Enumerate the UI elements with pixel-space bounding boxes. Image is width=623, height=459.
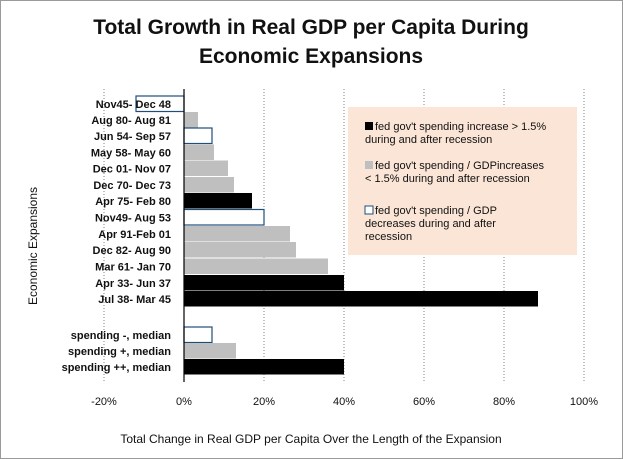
category-label: Apr 33- Jun 37 [95, 278, 171, 290]
x-axis-title: Total Change in Real GDP per Capita Over… [120, 432, 501, 446]
x-tick-label: -20% [91, 396, 117, 408]
bar [184, 226, 290, 242]
axes: Nov45- Dec 48 Aug 80- Aug 81 Jun 54- Sep 5… [62, 89, 598, 408]
category-label: spending -, median [71, 330, 172, 342]
x-tick-label: 0% [176, 396, 192, 408]
legend-label: during and after recession [365, 134, 492, 146]
category-label: Apr 91-Feb 01 [98, 229, 171, 241]
category-label: spending +, median [68, 346, 171, 358]
legend-label: fed gov't spending / GDP [375, 205, 497, 217]
bar [184, 275, 344, 291]
bar [183, 208, 265, 226]
bar [184, 177, 234, 193]
x-tick-label: 60% [413, 396, 435, 408]
legend-swatch-increase-large [365, 122, 373, 130]
legend-box [348, 107, 577, 255]
x-tick-label: 80% [493, 396, 515, 408]
x-tick-label: 20% [253, 396, 275, 408]
legend-label: < 1.5% during and after recession [365, 173, 530, 185]
legend-swatch-decrease [364, 205, 374, 215]
legend: fed gov't spending increase > 1.5%during… [348, 107, 577, 255]
category-label: Dec 70- Dec 73 [93, 180, 171, 192]
category-label: Nov49- Aug 53 [95, 212, 171, 224]
bar [184, 359, 344, 375]
category-label: spending ++, median [62, 362, 172, 374]
x-tick-label: 100% [570, 396, 598, 408]
bar [184, 160, 228, 176]
category-label: Aug 80- Aug 81 [91, 115, 171, 127]
category-label: Dec 01- Nov 07 [93, 163, 171, 175]
category-label: Jul 38- Mar 45 [98, 294, 171, 306]
bar [183, 326, 213, 344]
category-label: Nov45- Dec 48 [96, 99, 171, 111]
legend-label: recession [365, 231, 412, 243]
y-axis-title: Economic Expansions [26, 187, 40, 305]
category-label: Dec 82- Aug 90 [93, 245, 171, 257]
bar [184, 144, 214, 160]
category-label: May 58- May 60 [91, 147, 171, 159]
bars [135, 95, 538, 375]
bar [184, 291, 538, 307]
legend-label: fed gov't spending / GDPincreases [375, 160, 545, 172]
chart-title-line-2: Economic Expansions [199, 45, 423, 68]
legend-label: decreases during and after [365, 218, 496, 230]
chart-title-line-1: Total Growth in Real GDP per Capita Duri… [93, 16, 529, 39]
bar [184, 258, 328, 274]
category-label: Mar 61- Jan 70 [95, 261, 171, 273]
category-label: Jun 54- Sep 57 [94, 131, 171, 143]
bar [184, 242, 296, 258]
bar [184, 343, 236, 359]
x-tick-label: 40% [333, 396, 355, 408]
bar [183, 127, 213, 145]
legend-label: fed gov't spending increase > 1.5% [375, 121, 546, 133]
bar [184, 112, 198, 128]
legend-swatch-increase-small [365, 161, 373, 169]
bar [184, 193, 252, 209]
category-label: Apr 75- Feb 80 [95, 196, 171, 208]
